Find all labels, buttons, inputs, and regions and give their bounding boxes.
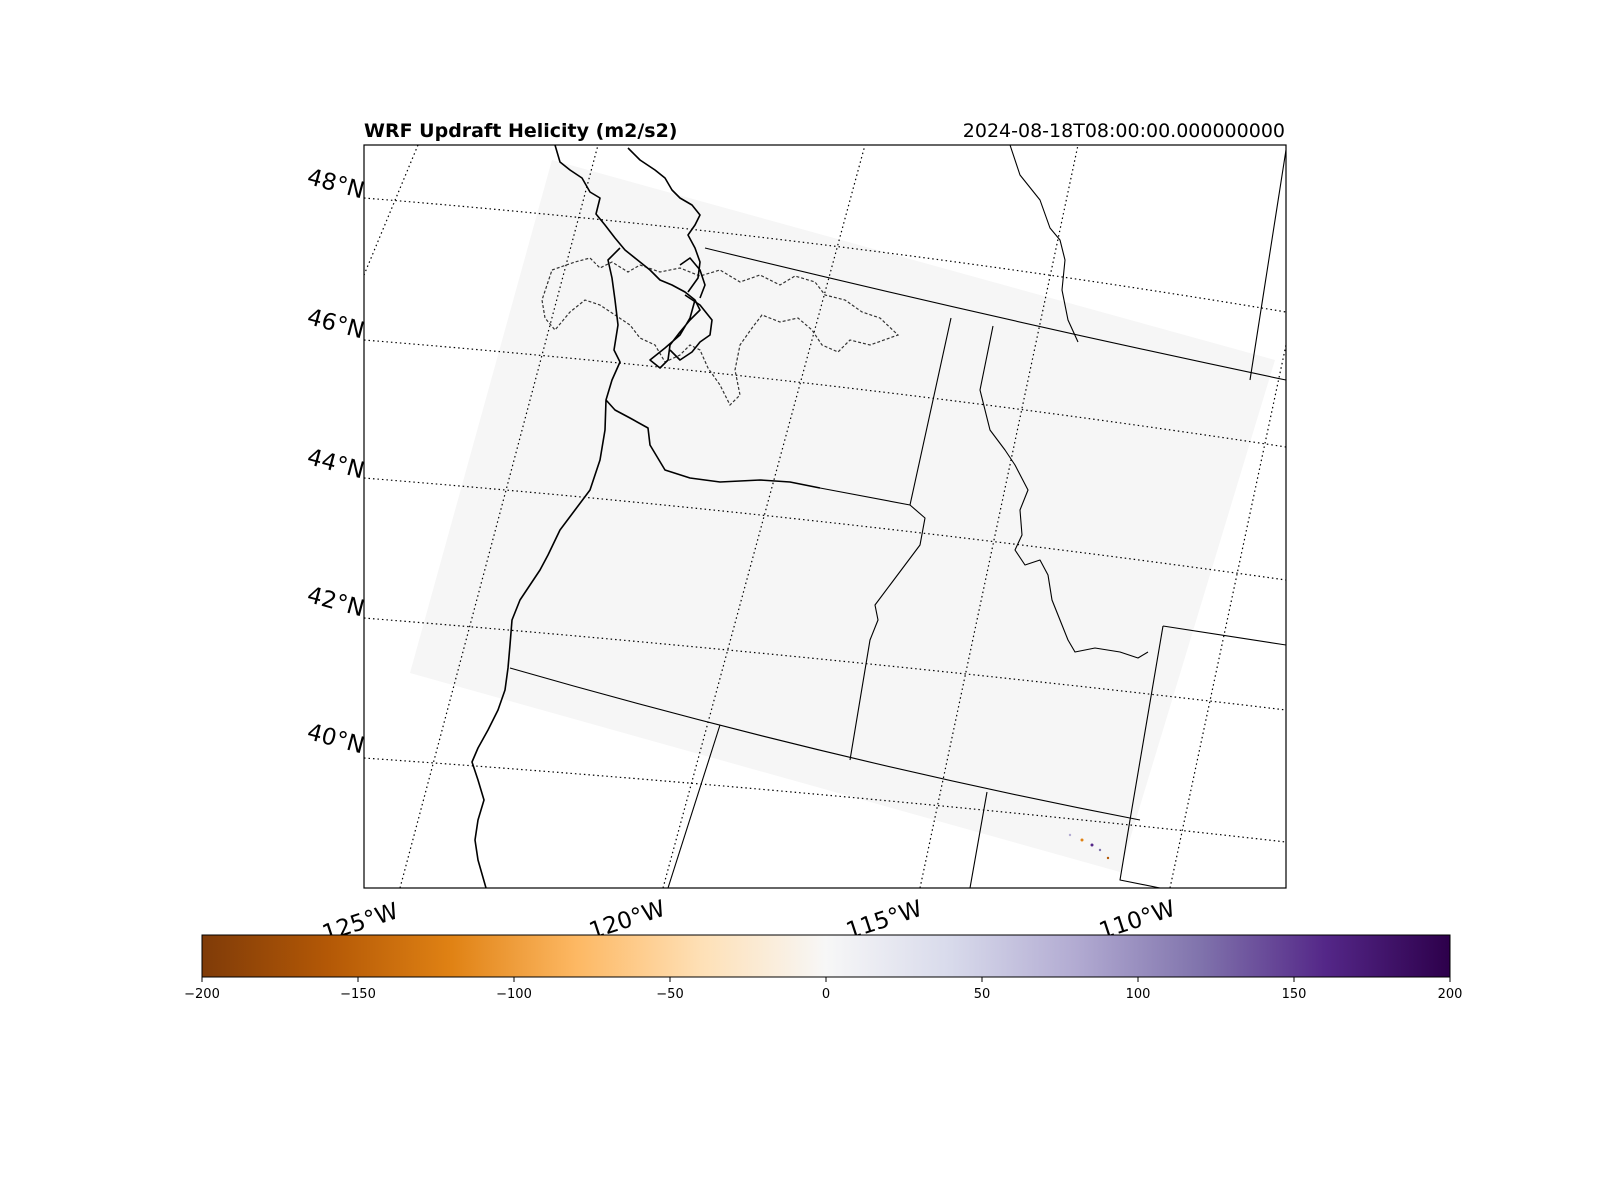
lat-label-40: 40°N [304, 719, 367, 759]
map-title: WRF Updraft Helicity (m2/s2) [364, 120, 678, 142]
international-border [541, 257, 900, 407]
lat-label-42: 42°N [304, 582, 367, 622]
valid-time: 2024-08-18T08:00:00.000000000 [963, 120, 1285, 142]
puget-sound-coast [669, 257, 713, 361]
latitude-gridlines [364, 197, 1286, 843]
colorbar-tick-label: −50 [656, 987, 683, 1002]
latitude-labels: 48°N 46°N 44°N 42°N 40°N [304, 164, 367, 759]
colorbar-tick-label: 100 [1126, 987, 1151, 1002]
longitude-gridlines [364, 145, 1286, 888]
colorbar-tick-label: 200 [1438, 987, 1463, 1002]
helicity-specks [1068, 833, 1110, 860]
colorbar-tick-label: 0 [822, 987, 830, 1002]
colorbar-tick-label: −100 [496, 987, 532, 1002]
colorbar-tick-label: −200 [184, 987, 220, 1002]
map-frame [363, 144, 1287, 889]
lat-label-44: 44°N [304, 444, 367, 484]
wrf-domain-field [410, 160, 1275, 872]
state-borders [509, 145, 1286, 888]
colorbar-ticks: −200 −150 −100 −50 0 50 100 150 200 [184, 977, 1462, 1002]
colorbar-tick-label: −150 [340, 987, 376, 1002]
colorbar: −200 −150 −100 −50 0 50 100 150 200 [184, 934, 1462, 1002]
map-area [364, 145, 1286, 888]
colorbar-tick-label: 50 [974, 987, 991, 1002]
lat-label-48: 48°N [304, 164, 367, 204]
colorbar-gradient [201, 934, 1451, 978]
lat-label-46: 46°N [304, 304, 367, 344]
colorbar-tick-label: 150 [1282, 987, 1307, 1002]
coastline [471, 145, 821, 888]
